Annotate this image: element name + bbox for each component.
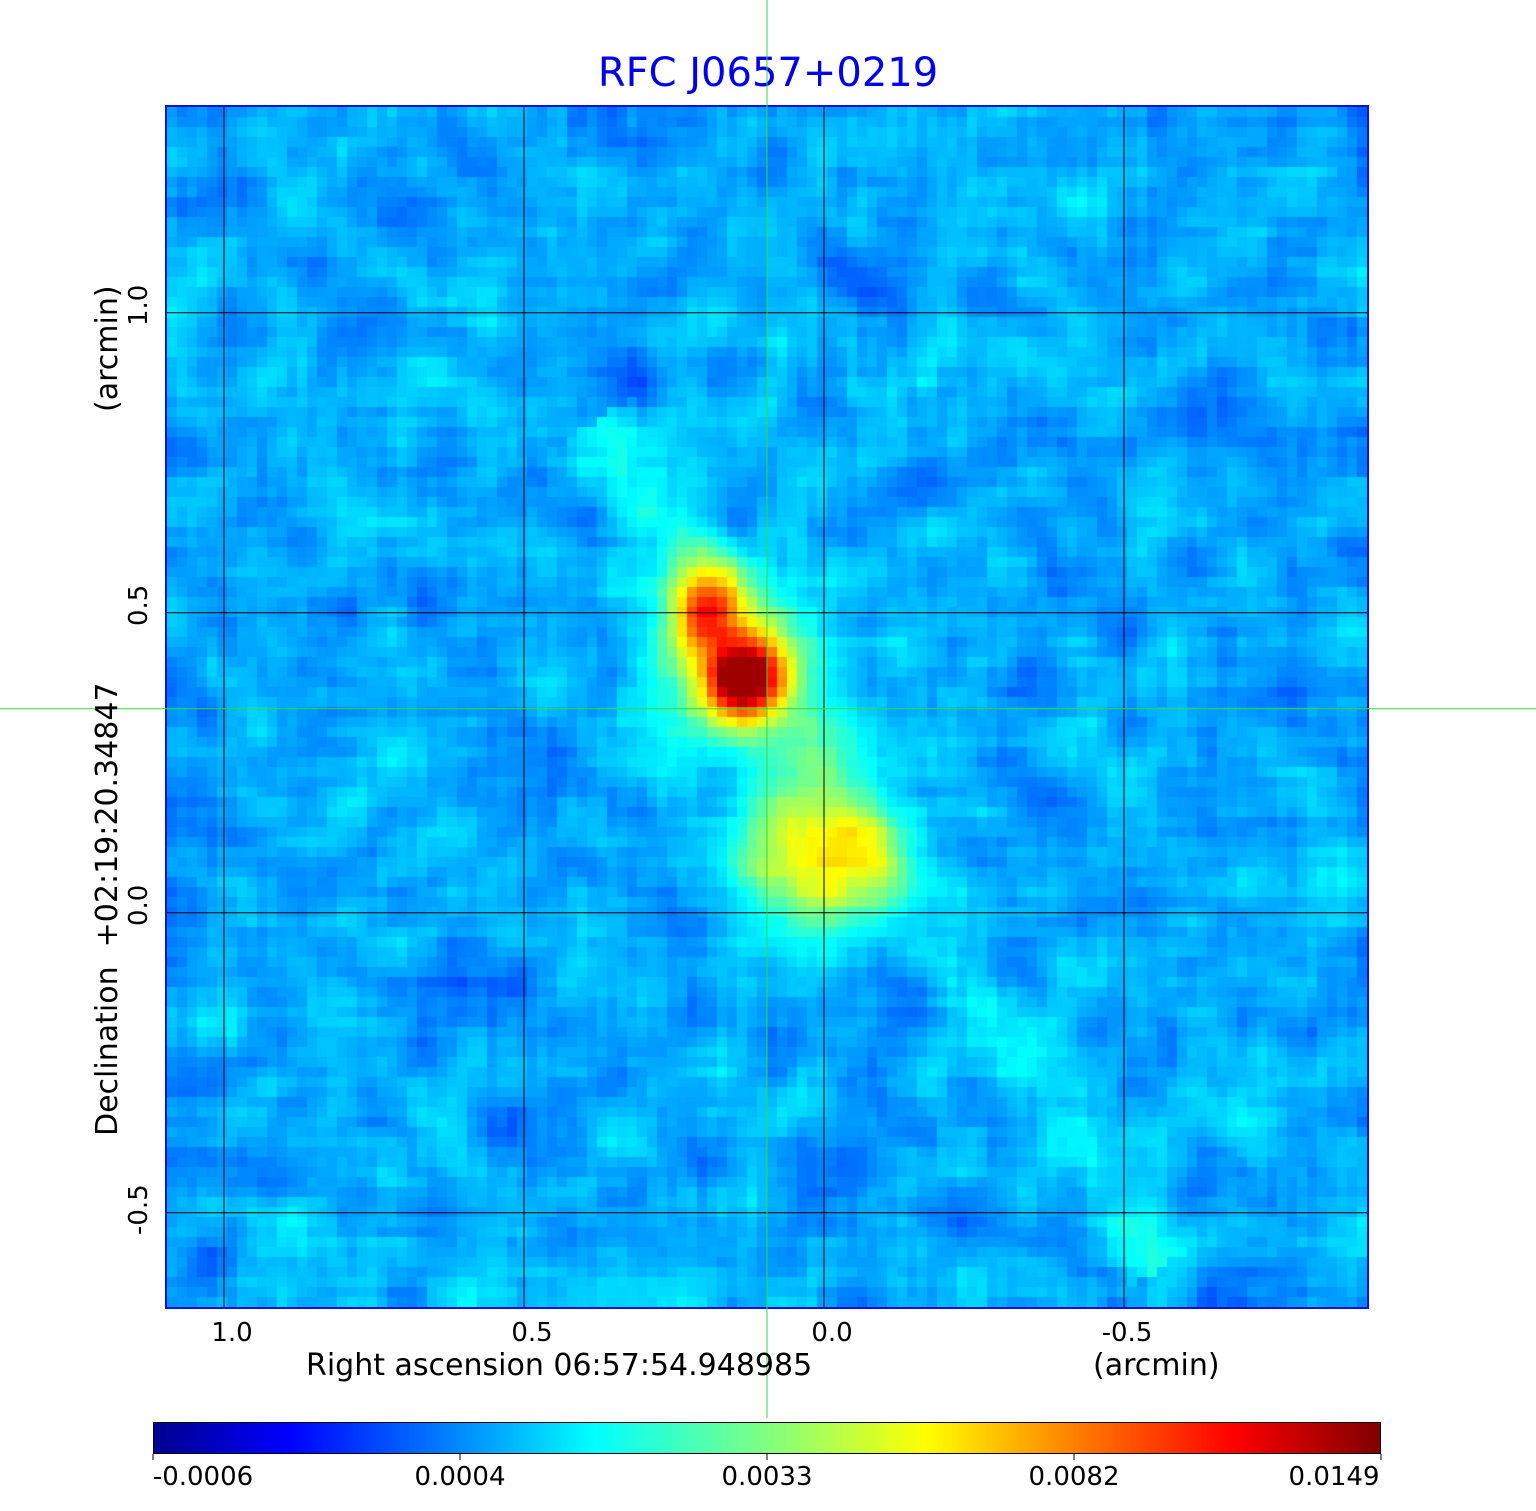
x-tick-label: 1.0 [211,1318,253,1348]
y-tick-label: 0.0 [124,884,154,926]
colorbar [153,1422,1381,1454]
colorbar-tick-label: 0.0082 [1028,1462,1120,1492]
x-tick-label: 0.5 [511,1318,553,1348]
colorbar-tick-label: 0.0004 [414,1462,506,1492]
y-tick-label: 0.5 [124,584,154,626]
colorbar-tick-label: -0.0006 [152,1462,254,1492]
x-axis-label: Right ascension 06:57:54.948985 [306,1348,813,1383]
colorbar-tick-label: 0.0149 [1288,1462,1380,1492]
chart-title: RFC J0657+0219 [597,50,939,96]
colorbar-tick-label: 0.0033 [721,1462,813,1492]
y-tick-label: -0.5 [124,1184,154,1235]
x-tick-label: -0.5 [1101,1318,1153,1348]
y-tick-label: 1.0 [124,284,154,326]
y-axis-unit: (arcmin) [90,285,125,412]
x-tick-label: 0.0 [811,1318,853,1348]
y-axis-label: Declination +02:19:20.34847 [90,682,125,1136]
x-axis-unit: (arcmin) [1093,1348,1220,1383]
